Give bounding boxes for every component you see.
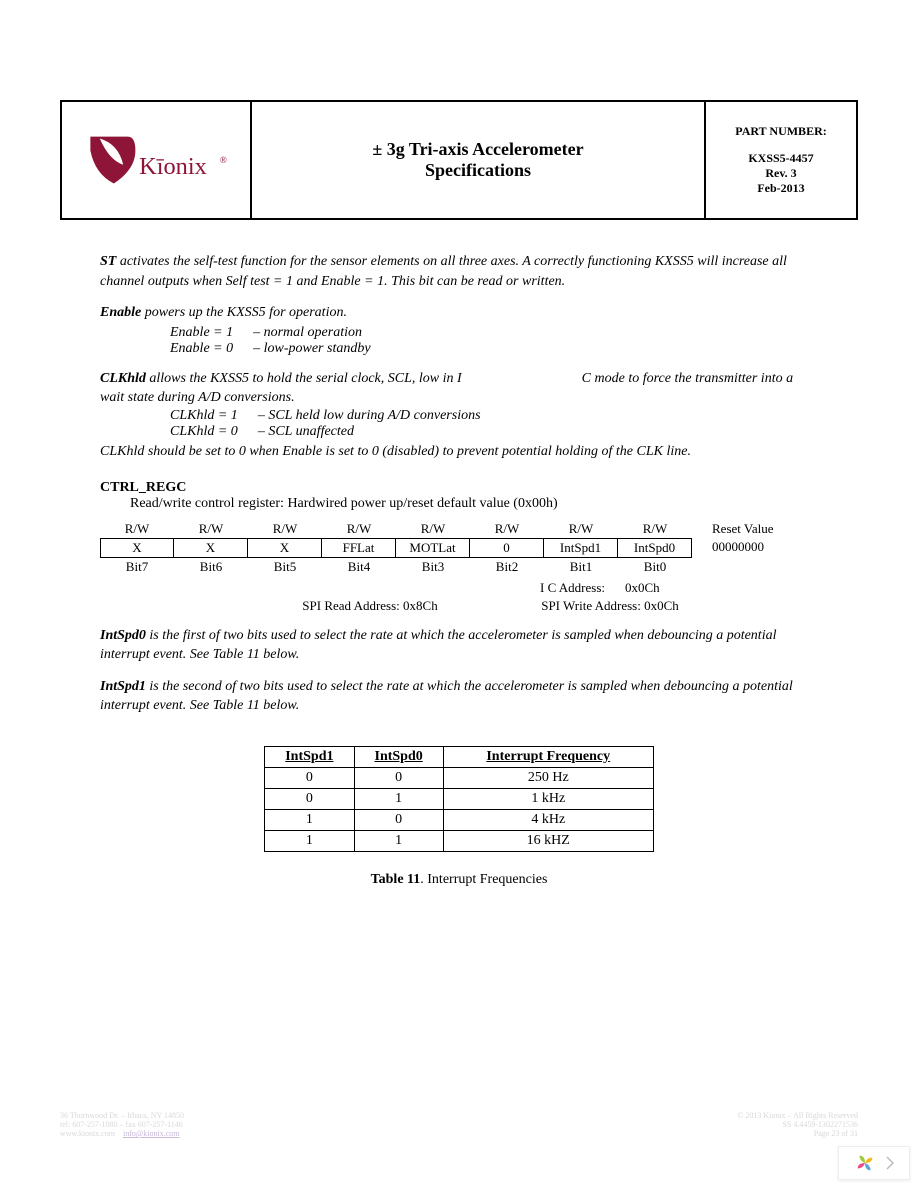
enable-paragraph: Enable powers up the KXSS5 for operation…	[100, 303, 818, 323]
clkhld-paragraph: CLKhld allows the KXSS5 to hold the seri…	[100, 369, 818, 408]
clkhld-row-1: CLKhld = 1– SCL held low during A/D conv…	[100, 408, 818, 424]
term-st: ST	[100, 254, 116, 269]
floating-widget[interactable]	[838, 1146, 910, 1180]
pinwheel-icon	[854, 1152, 876, 1174]
table-row: 011 kHz	[265, 788, 654, 809]
table-row: 104 kHz	[265, 809, 654, 830]
header-box: Kīonix ® ± 3g Tri-axis Accelerometer Spe…	[60, 100, 858, 220]
pn-label: PART NUMBER:	[735, 124, 826, 139]
ctrl-regc-desc: Read/write control register: Hardwired p…	[130, 496, 818, 512]
clkhld-note: CLKhld should be set to 0 when Enable is…	[100, 442, 818, 462]
doc-title-1: ± 3g Tri-axis Accelerometer	[372, 139, 583, 160]
kionix-logo: Kīonix ®	[81, 125, 231, 195]
register-bitfield-table: R/W R/W R/W R/W R/W R/W R/W R/W Reset Va…	[100, 520, 818, 576]
page-footer: 36 Thornwood Dr. – Ithaca, NY 14850 tel:…	[60, 1111, 858, 1138]
st-text: activates the self-test function for the…	[100, 254, 787, 289]
enable-row-1: Enable = 1– normal operation	[100, 325, 818, 341]
enable-row-2: Enable = 0– low-power standby	[100, 341, 818, 357]
intspd1-paragraph: IntSpd1 is the second of two bits used t…	[100, 677, 818, 716]
i2c-address-line: I C Address: 0x0Ch	[100, 580, 818, 596]
part-number-cell: PART NUMBER: KXSS5-4457 Rev. 3 Feb-2013	[706, 102, 856, 218]
table-row: 00250 Hz	[265, 767, 654, 788]
date: Feb-2013	[757, 181, 804, 196]
svg-text:®: ®	[220, 155, 227, 166]
interrupt-frequency-table: IntSpd1 IntSpd0 Interrupt Frequency 0025…	[264, 746, 654, 852]
spi-address-line: SPI Read Address: 0x8Ch SPI Write Addres…	[100, 598, 818, 614]
logo-cell: Kīonix ®	[62, 102, 252, 218]
intspd0-paragraph: IntSpd0 is the first of two bits used to…	[100, 626, 818, 665]
doc-title-2: Specifications	[425, 160, 531, 181]
clkhld-row-2: CLKhld = 0– SCL unaffected	[100, 424, 818, 440]
part-number: KXSS5-4457	[748, 151, 813, 166]
table-row: 1116 kHZ	[265, 830, 654, 851]
footer-email-link[interactable]: info@kionix.com	[123, 1129, 179, 1138]
ctrl-regc-heading: CTRL_REGC	[100, 480, 818, 496]
table-11-caption: Table 11. Interrupt Frequencies	[100, 872, 818, 888]
term-enable: Enable	[100, 305, 141, 320]
revision: Rev. 3	[765, 166, 796, 181]
term-clkhld: CLKhld	[100, 371, 146, 386]
st-paragraph: ST activates the self-test function for …	[100, 252, 818, 291]
title-cell: ± 3g Tri-axis Accelerometer Specificatio…	[252, 102, 706, 218]
chevron-right-icon	[886, 1156, 894, 1170]
svg-text:Kīonix: Kīonix	[139, 153, 207, 180]
enable-text: powers up the KXSS5 for operation.	[141, 305, 347, 320]
